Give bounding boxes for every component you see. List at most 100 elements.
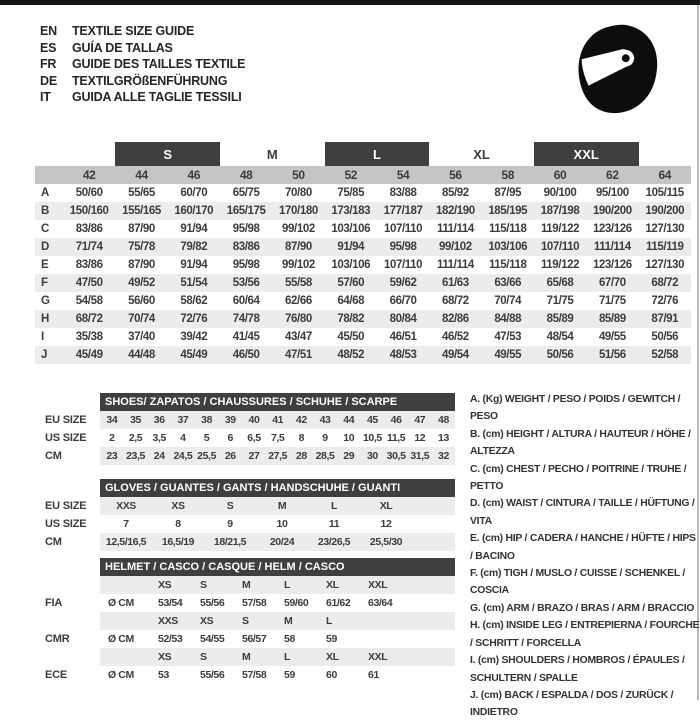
helmet-size-letter: XS <box>192 612 234 630</box>
size-number-cell: 42 <box>63 166 116 184</box>
size-value-cell: 95/98 <box>232 223 260 235</box>
size-value-cell: 71/75 <box>598 295 626 307</box>
size-value-cell: 75/78 <box>115 238 168 256</box>
size-value-cell: 190/200 <box>586 202 639 220</box>
size-value-cell: 87/95 <box>494 187 522 199</box>
filler-cell <box>402 576 455 594</box>
row-label: US SIZE <box>38 515 100 533</box>
size-value-cell: 115/119 <box>638 238 691 256</box>
row-letter-label: B <box>35 202 64 220</box>
shoes-value-cell: 47 <box>407 411 432 429</box>
size-value-cell: 45/49 <box>63 346 116 364</box>
size-value-cell: 111/114 <box>436 223 474 235</box>
label-spacer <box>38 612 100 630</box>
label-spacer <box>38 648 100 666</box>
helmet-value-row: CMR Ø CM 52/53 54/55 56/57 58 59 <box>38 630 455 648</box>
size-value-cell: 115/118 <box>488 259 527 271</box>
helmet-value-cell: 57/58 <box>242 597 267 609</box>
language-title-list: EN TEXTILE SIZE GUIDE ES GUÍA DE TALLAS FR GU… <box>40 23 245 106</box>
shoes-title-bar: SHOES/ ZAPATOS / CHAUSSURES / SCHUHE / S… <box>100 393 456 411</box>
unit-spacer <box>100 648 150 666</box>
filler-cell <box>412 515 455 533</box>
measurement-row: A 50/60 55/65 60/70 65/75 70/80 75/85 83/88 85/9… <box>35 184 691 202</box>
size-value-cell: 50/56 <box>651 331 679 343</box>
size-value-cell: 43/47 <box>285 331 312 343</box>
diameter-unit-cell: Ø CM <box>108 597 134 609</box>
size-value-cell: 99/102 <box>282 259 315 271</box>
size-value-cell: 71/74 <box>63 238 116 256</box>
shoes-value-cell: 13 <box>438 432 449 444</box>
size-value-cell: 95/98 <box>232 259 260 271</box>
size-value-cell: 55/65 <box>128 187 155 199</box>
size-value-cell: 51/56 <box>586 346 639 364</box>
shoes-value-cell: 31,5 <box>407 447 432 465</box>
gloves-value-cell: 9 <box>227 518 233 530</box>
helmet-value-cell: 59 <box>326 633 337 645</box>
size-value-cell: 63/66 <box>481 274 534 292</box>
shoes-value-cell: 30 <box>360 447 385 465</box>
helmet-value-cell <box>360 630 402 648</box>
helmet-size-letter: L <box>276 648 318 666</box>
size-value-cell: 103/106 <box>331 259 371 271</box>
size-value-cell: 57/60 <box>324 274 377 292</box>
size-value-cell: 60/64 <box>232 295 260 307</box>
gloves-data-row: US SIZE 7 8 9 10 11 12 <box>38 515 455 533</box>
size-value-cell: 59/62 <box>376 274 430 292</box>
size-value-cell: 50/56 <box>533 346 587 364</box>
size-group-header: XXL <box>533 142 639 166</box>
shoes-value-cell: 27 <box>242 447 266 465</box>
size-value-cell: 49/55 <box>598 331 626 343</box>
gloves-value-cell: 12,5/16,5 <box>100 533 152 551</box>
size-number-cell: 62 <box>586 166 639 184</box>
guide-title: GUIDA ALLE TAGLIE TESSILI <box>72 90 242 105</box>
size-value-cell: 72/76 <box>651 295 679 307</box>
measurement-row: G 54/58 56/60 58/62 60/64 62/66 64/68 66/70 68/7… <box>35 292 691 310</box>
helmet-value-cell: 52/53 <box>158 633 183 645</box>
measurement-row: H 68/72 70/74 72/76 74/78 76/80 78/82 80/84 82/8… <box>35 310 691 328</box>
shoes-value-cell: 24 <box>147 447 172 465</box>
row-letter-label: C <box>41 223 49 235</box>
size-number-cell: 54 <box>376 166 430 184</box>
row-letter-label: J <box>35 346 64 364</box>
filler-cell <box>412 533 455 551</box>
helmet-value-cell: 53/54 <box>158 597 183 609</box>
size-number-cell: 46 <box>167 166 220 184</box>
size-group-header: L <box>324 142 430 166</box>
helmet-size-section: HELMET / CASCO / CASQUE / HELM / CASCO XS… <box>38 558 455 684</box>
shoes-value-cell: 46 <box>384 411 408 429</box>
gloves-value-cell: S <box>204 497 256 515</box>
gloves-size-section: GLOVES / GUANTES / GANTS / HANDSCHUHE / … <box>38 479 455 551</box>
diameter-unit-cell: Ø CM <box>108 669 134 681</box>
language-code: FR <box>40 57 57 72</box>
size-value-cell: 87/91 <box>638 310 691 328</box>
shoes-title-row: SHOES/ ZAPATOS / CHAUSSURES / SCHUHE / S… <box>38 393 456 411</box>
size-value-cell: 155/165 <box>115 202 168 220</box>
row-letter-label: G <box>41 295 50 307</box>
size-value-cell: 67/70 <box>586 274 639 292</box>
helmet-value-cell: 55/56 <box>200 597 225 609</box>
shoes-value-cell: 28 <box>289 447 314 465</box>
helmet-value-cell: 54/55 <box>200 633 225 645</box>
label-spacer <box>38 393 100 411</box>
shoes-value-cell: 6 <box>227 432 234 444</box>
legend-item: G. (cm) ARM / BRAZO / BRAS / ARM / BRACC… <box>470 602 695 614</box>
size-value-cell: 48/53 <box>376 346 430 364</box>
gloves-value-cell: L <box>308 497 360 515</box>
shoes-table: SHOES/ ZAPATOS / CHAUSSURES / SCHUHE / S… <box>38 393 456 465</box>
helmet-size-letter-row: XXS XS S M L <box>38 612 455 630</box>
label-spacer <box>38 479 100 497</box>
row-label: CM <box>38 447 100 465</box>
helmet-size-letter <box>360 612 402 630</box>
legend-item: B. (cm) HEIGHT / ALTURA / HAUTEUR / HÖHE… <box>470 428 691 458</box>
shoes-value-cell: 28,5 <box>313 447 337 465</box>
size-value-cell: 85/89 <box>533 310 587 328</box>
shoes-value-cell: 23,5 <box>123 447 148 465</box>
size-value-cell: 87/90 <box>128 259 155 271</box>
size-value-cell: 185/195 <box>481 202 534 220</box>
size-value-cell: 70/80 <box>285 187 312 199</box>
helmet-value-row: FIA Ø CM 53/54 55/56 57/58 59/60 61/62 63/64 <box>38 594 455 612</box>
legend-item: C. (cm) CHEST / PECHO / POITRINE / TRUHE… <box>470 463 687 493</box>
unit-spacer <box>100 576 150 594</box>
shoes-value-cell: 10,5 <box>362 432 382 444</box>
size-value-cell: 111/114 <box>436 259 474 271</box>
